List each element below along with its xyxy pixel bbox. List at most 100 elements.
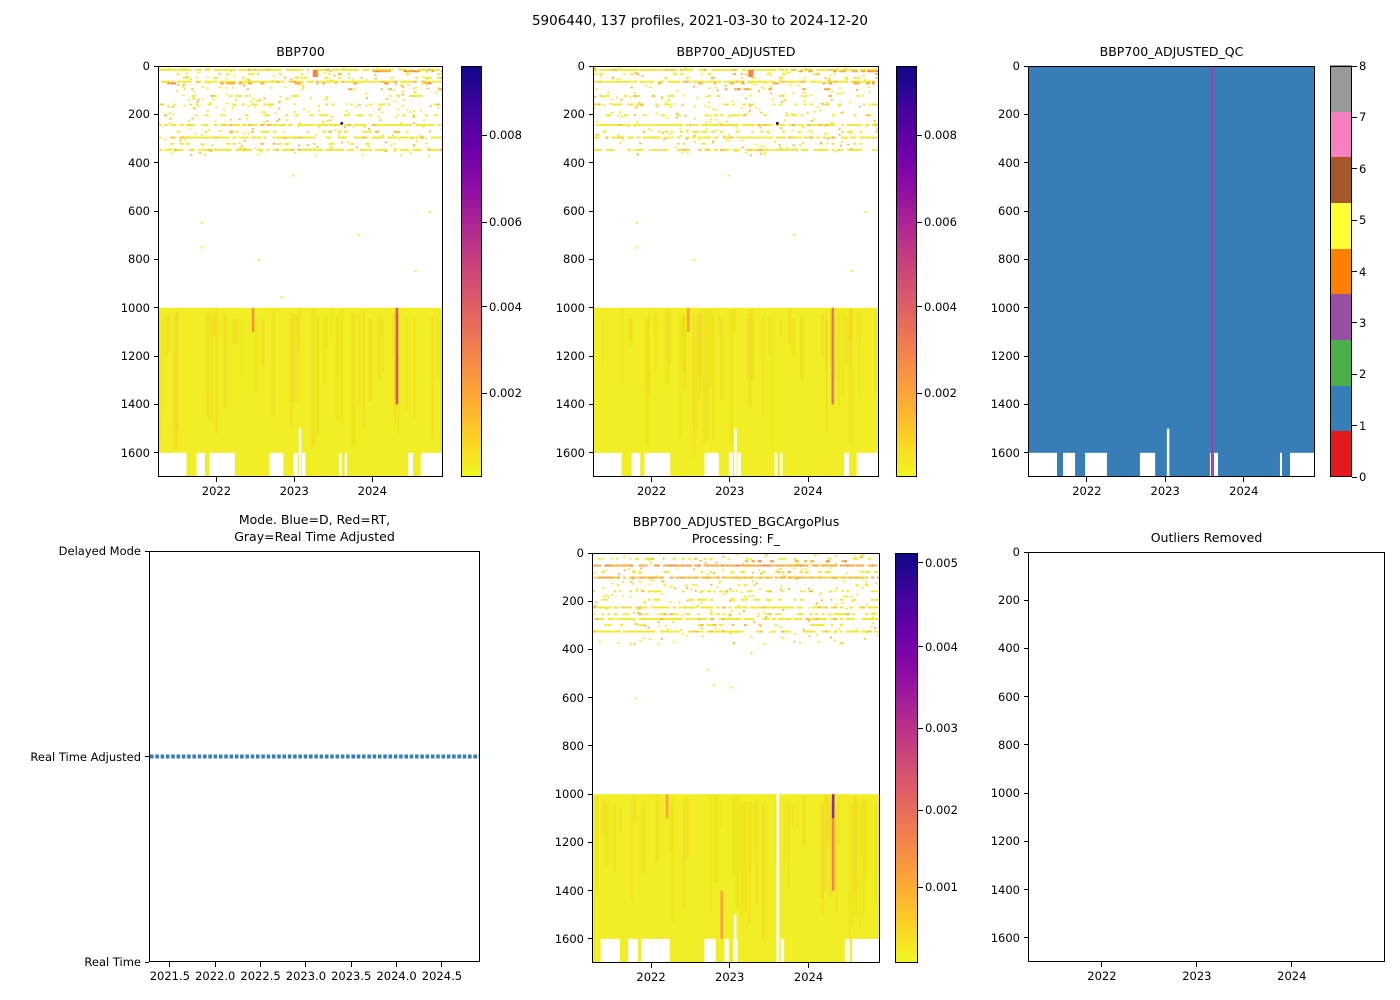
- y-tick-mark: [153, 403, 158, 405]
- qc-colorbar-segment-1: [1330, 384, 1352, 432]
- colorbar-tick-label: 0.002: [489, 386, 522, 401]
- y-tick-mark: [153, 210, 158, 212]
- y-tick-label: 0: [1012, 545, 1020, 559]
- y-tick-mark: [153, 65, 158, 67]
- colorbar-bgcargoplus: 0.001 0.002 0.003 0.004 0.005: [895, 553, 958, 963]
- colorbar-tick-mark: [1352, 168, 1357, 170]
- colorbar-tick-mark: [1352, 65, 1357, 67]
- x-tick-mark: [729, 963, 731, 968]
- y-tick-label: 0: [576, 546, 584, 560]
- chart-canvas-out: [1028, 552, 1385, 962]
- y-tick-mark: [144, 961, 149, 963]
- plot-bbp700-adjusted-qc: 2022 2023 2024 0 200 400 600 800 1000 1200 1400 160…: [991, 59, 1315, 498]
- y-tick-label: 800: [128, 252, 150, 267]
- title-mode: Mode. Blue=D, Red=RT, Gray=Real Time Adj…: [234, 512, 395, 544]
- colorbar-tick-mark: [1352, 219, 1357, 221]
- y-tick-label: 1000: [990, 300, 1020, 315]
- x-tick-label: 2024: [357, 484, 387, 498]
- y-tick-label: 1000: [120, 300, 150, 315]
- colorbar-tick-label: 2: [1359, 367, 1367, 382]
- y-tick-mark: [1023, 65, 1028, 67]
- x-tick-mark: [169, 962, 171, 967]
- plot-mode: 2021.5 2022.0 2022.5 2023.0 2023.5 2024.0 2024…: [30, 544, 480, 983]
- x-tick-mark: [1243, 477, 1245, 482]
- x-tick-label: 2023: [715, 970, 745, 984]
- x-tick-mark: [215, 477, 217, 482]
- x-tick-mark: [293, 477, 295, 482]
- y-tick-label: 800: [562, 738, 584, 753]
- y-tick-label: 1400: [555, 397, 585, 412]
- y-tick-label: 0: [142, 59, 150, 73]
- colorbar-tick-mark: [917, 306, 922, 308]
- y-tick-mark: [153, 162, 158, 164]
- plot-outliers-removed: 2022 2023 2024 0 200 400 600 800 1000 1200 1400 160…: [991, 545, 1385, 983]
- y-tick-label: 0: [1012, 59, 1020, 73]
- qc-colorbar-segment-4: [1330, 247, 1352, 295]
- qc-colorbar-segment-6: [1330, 156, 1352, 204]
- y-tick-label: Delayed Mode: [58, 544, 141, 558]
- y-tick-mark: [1023, 452, 1028, 454]
- y-tick-mark: [1023, 647, 1028, 649]
- x-tick-mark: [1086, 477, 1088, 482]
- y-tick-label: 600: [563, 204, 585, 219]
- x-tick-label: 2023: [279, 484, 309, 498]
- y-tick-label: 1400: [554, 883, 584, 898]
- y-tick-label: 400: [562, 642, 584, 657]
- y-tick-label: 1600: [555, 445, 585, 460]
- qc-colorbar-segment-8: [1330, 65, 1352, 112]
- title-bbp700-adjusted: BBP700_ADJUSTED: [676, 44, 796, 59]
- y-tick-mark: [588, 113, 593, 115]
- colorbar-bbp700: 0.002 0.004 0.006 0.008: [461, 66, 522, 477]
- x-tick-label: 2022: [636, 484, 667, 498]
- y-tick-label: Real Time Adjusted: [30, 749, 141, 764]
- y-tick-mark: [1023, 937, 1028, 939]
- y-tick-mark: [1023, 258, 1028, 260]
- x-tick-mark: [371, 477, 373, 482]
- colorbar-tick-mark: [918, 646, 923, 648]
- y-tick-mark: [153, 113, 158, 115]
- colorbar-tick-label: 0.004: [924, 299, 957, 314]
- x-tick-mark: [1291, 962, 1293, 967]
- y-tick-label: 1200: [990, 349, 1020, 364]
- plot-bgcargoplus: 2022 2023 2024 0 200 400 600 800 1000 1200 1400 160…: [555, 546, 880, 984]
- x-tick-mark: [1101, 962, 1103, 967]
- qc-colorbar-segment-7: [1330, 110, 1352, 158]
- y-tick-mark: [587, 600, 592, 602]
- x-tick-label: 2022.0: [195, 969, 236, 983]
- x-tick-label: 2023.5: [331, 969, 372, 983]
- colorbar-tick-label: 0.005: [925, 555, 958, 570]
- y-tick-mark: [588, 162, 593, 164]
- y-tick-label: Real Time: [84, 955, 141, 969]
- colorbar-tick-mark: [917, 392, 922, 394]
- y-tick-label: 200: [998, 107, 1020, 122]
- x-tick-mark: [1164, 477, 1166, 482]
- x-tick-label: 2024: [1277, 969, 1307, 983]
- colorbar-gradient: [895, 553, 918, 963]
- y-tick-mark: [1023, 307, 1028, 309]
- colorbar-tick-mark: [482, 306, 487, 308]
- y-tick-label: 1600: [554, 931, 584, 946]
- y-tick-mark: [587, 552, 592, 554]
- colorbar-tick-label: 0.008: [489, 128, 522, 143]
- colorbar-tick-label: 3: [1359, 315, 1367, 330]
- x-tick-label: 2022.5: [240, 969, 281, 983]
- y-tick-mark: [1023, 889, 1028, 891]
- colorbar-tick-label: 0.002: [925, 803, 958, 818]
- y-tick-mark: [588, 355, 593, 357]
- y-tick-mark: [144, 756, 149, 757]
- x-tick-label: 2022: [1087, 969, 1117, 983]
- colorbar-tick-label: 0.002: [924, 386, 957, 401]
- x-tick-label: 2024: [1229, 484, 1259, 498]
- colorbar-tick-label: 0.006: [489, 215, 522, 230]
- x-tick-mark: [260, 962, 262, 967]
- colorbar-tick-label: 0.001: [925, 880, 958, 895]
- chart-canvas-adj: [593, 66, 879, 477]
- y-tick-mark: [588, 403, 593, 405]
- y-tick-label: 1600: [120, 445, 150, 460]
- x-tick-label: 2022: [201, 484, 232, 498]
- y-tick-label: 1200: [554, 835, 584, 850]
- y-tick-label: 1000: [990, 786, 1020, 801]
- colorbar-gradient: [461, 66, 482, 477]
- x-tick-label: 2024.0: [376, 969, 417, 983]
- colorbar-tick-label: 0.006: [924, 215, 957, 230]
